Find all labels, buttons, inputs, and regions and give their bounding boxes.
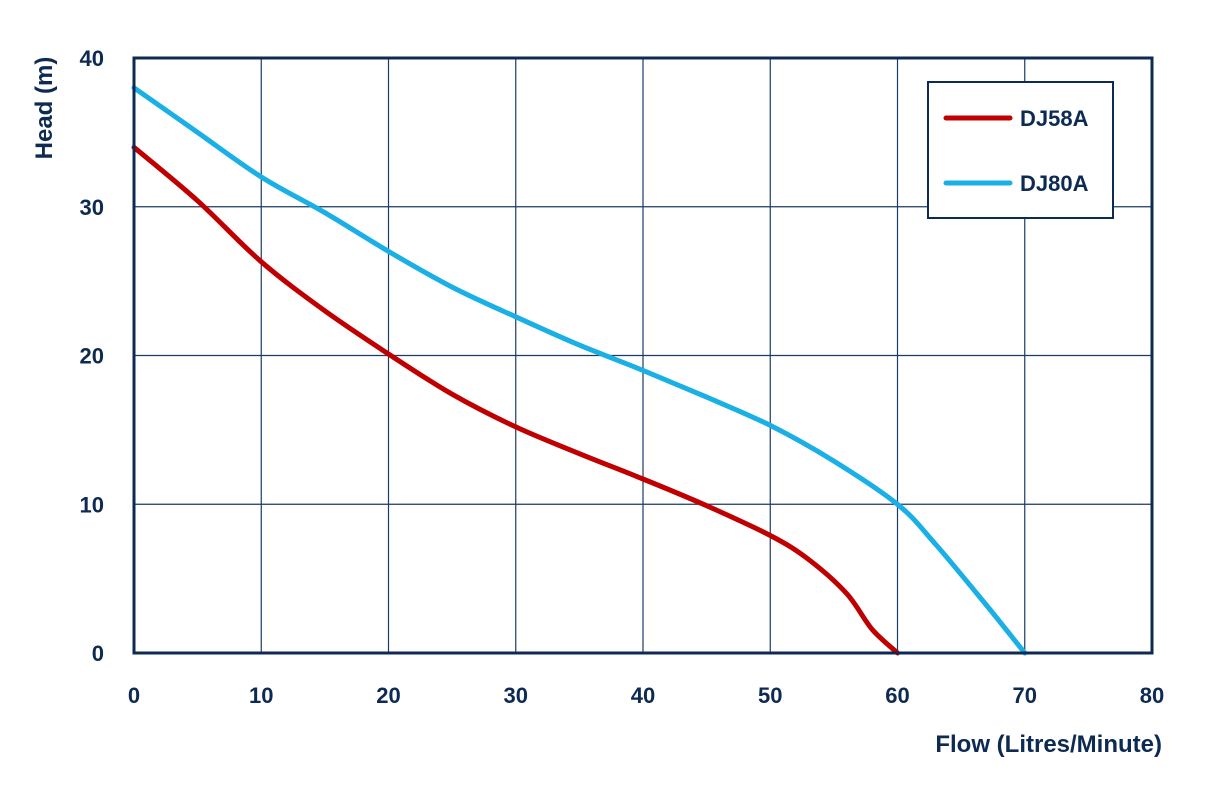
legend-label-dj58a: DJ58A [1020, 106, 1089, 131]
legend-box [927, 81, 1114, 219]
legend-label-dj80a: DJ80A [1020, 171, 1089, 196]
x-tick-label: 40 [631, 683, 655, 708]
series-line-dj80a [131, 85, 1028, 656]
x-tick-label: 60 [885, 683, 909, 708]
series-line-dj58a [131, 144, 900, 656]
x-tick-labels: 0 10 20 30 40 50 60 70 80 [128, 683, 1164, 708]
x-tick-label: 0 [128, 683, 140, 708]
legend: DJ58A DJ80A [927, 81, 1114, 219]
y-tick-label: 10 [80, 492, 104, 517]
y-tick-label: 40 [80, 46, 104, 71]
x-tick-label: 80 [1140, 683, 1164, 708]
y-tick-labels: 0 10 20 30 40 [80, 46, 104, 666]
x-axis-title: Flow (Litres/Minute) [935, 731, 1162, 758]
y-axis-title: Head (m) [31, 57, 58, 160]
plot-frame [132, 56, 1154, 655]
x-tick-label: 70 [1013, 683, 1037, 708]
x-tick-label: 10 [249, 683, 273, 708]
y-tick-label: 30 [80, 195, 104, 220]
y-tick-label: 0 [92, 641, 104, 666]
x-tick-label: 50 [758, 683, 782, 708]
x-tick-label: 30 [504, 683, 528, 708]
series-lines [131, 85, 1028, 656]
x-tick-label: 20 [376, 683, 400, 708]
y-tick-label: 20 [80, 344, 104, 369]
